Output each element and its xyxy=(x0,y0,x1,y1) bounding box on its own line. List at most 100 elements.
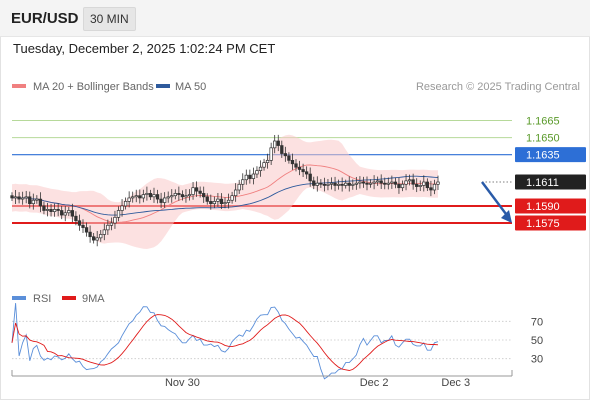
candle xyxy=(184,189,188,203)
candle-body xyxy=(52,209,57,212)
candle-body xyxy=(134,195,138,198)
candle xyxy=(84,222,89,237)
candle-body xyxy=(77,220,82,226)
candle xyxy=(106,219,110,235)
candle-body xyxy=(194,187,199,192)
candle xyxy=(91,232,96,244)
candle xyxy=(400,180,405,192)
level-value-box xyxy=(515,215,586,231)
candle xyxy=(159,192,163,209)
candle-body xyxy=(425,181,429,189)
candle xyxy=(322,177,327,192)
candle-body xyxy=(241,179,245,185)
rsi-ma9-line xyxy=(11,314,439,371)
candle xyxy=(336,179,341,190)
candle-body xyxy=(113,216,117,224)
candle-body xyxy=(319,182,323,185)
candle-body xyxy=(102,229,106,235)
candle xyxy=(312,176,316,190)
candle-body xyxy=(404,180,408,185)
timeframe-badge[interactable]: 30 MIN xyxy=(83,7,136,31)
candle-body xyxy=(432,183,437,191)
candle xyxy=(60,205,64,220)
candle xyxy=(422,175,426,192)
candle-body xyxy=(95,237,99,241)
rsi-level-label-30: 30 xyxy=(531,354,543,366)
level-label-1.1590: 1.1590 xyxy=(515,198,586,214)
candle-body xyxy=(84,227,89,233)
candle-body xyxy=(269,147,273,161)
candle xyxy=(81,219,85,234)
candle-body xyxy=(42,205,46,211)
candle-body xyxy=(131,196,135,199)
candle xyxy=(163,192,167,208)
candle xyxy=(138,189,142,204)
candle-body xyxy=(248,174,252,179)
candle-body xyxy=(226,199,231,203)
candle xyxy=(152,187,156,203)
rsi-level-label-50: 50 xyxy=(531,335,543,347)
candle xyxy=(329,177,334,190)
candle xyxy=(230,191,234,204)
candle xyxy=(258,160,263,177)
candle xyxy=(77,214,82,231)
candle-body xyxy=(383,182,387,185)
candle-body xyxy=(280,145,284,154)
candle-body xyxy=(106,224,110,231)
candle xyxy=(88,225,92,243)
candle xyxy=(180,190,185,201)
candle-body xyxy=(415,183,419,187)
candle xyxy=(386,177,390,190)
candle xyxy=(205,193,209,205)
candle xyxy=(407,174,412,186)
level-value-text: 1.1575 xyxy=(526,218,560,230)
ma50-swatch xyxy=(156,84,170,88)
candle xyxy=(393,177,398,189)
candle-body xyxy=(223,202,227,205)
level-label-1.1611: 1.1611 xyxy=(515,174,586,190)
symbol-title: EUR/USD xyxy=(11,10,79,27)
candle xyxy=(17,192,21,204)
candle-body xyxy=(294,163,298,168)
candle-body xyxy=(202,193,206,198)
candle-body xyxy=(234,189,238,197)
candle xyxy=(216,192,220,207)
candle xyxy=(209,194,213,210)
candle-body xyxy=(21,197,25,200)
candle-body xyxy=(422,181,426,186)
timestamp: Tuesday, December 2, 2025 1:02:24 PM CET xyxy=(13,41,276,56)
level-value-text: 1.1590 xyxy=(526,201,560,213)
candle xyxy=(237,179,241,194)
candle-body xyxy=(273,140,277,149)
candle xyxy=(308,167,312,187)
rsi-swatch xyxy=(12,296,26,300)
time-axis-label: Dec 2 xyxy=(360,377,389,389)
candle-body xyxy=(38,198,43,207)
candle-body xyxy=(173,193,177,197)
candle-body xyxy=(10,195,14,199)
candle xyxy=(202,186,206,203)
candle-body xyxy=(74,215,78,222)
candle xyxy=(244,169,248,185)
candle-body xyxy=(17,196,21,200)
candle xyxy=(354,176,358,190)
candle-body xyxy=(230,195,234,201)
candle xyxy=(326,178,330,191)
candle-body xyxy=(24,196,28,199)
projection-arrow-head xyxy=(501,210,512,224)
candle xyxy=(155,189,160,204)
candle-body xyxy=(407,179,412,182)
ma9-legend-label: 9MA xyxy=(82,293,105,305)
candle-body xyxy=(351,183,355,186)
candle-body xyxy=(312,180,316,186)
candle xyxy=(212,196,217,209)
candle-body xyxy=(344,182,348,186)
candle-body xyxy=(88,231,92,238)
candle xyxy=(148,189,153,200)
candle xyxy=(404,174,408,191)
candle-body xyxy=(180,194,185,198)
candle xyxy=(177,186,181,201)
candle xyxy=(372,175,376,190)
candle xyxy=(347,176,351,192)
